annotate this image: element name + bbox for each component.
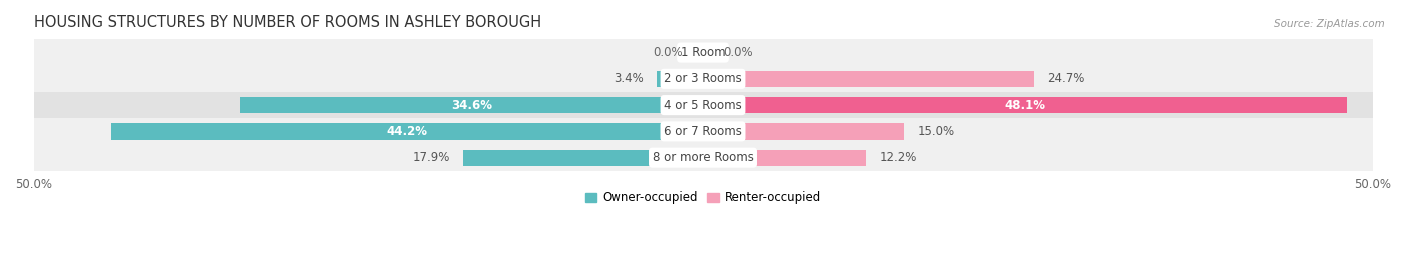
Bar — [34, 66, 1372, 92]
Text: 24.7%: 24.7% — [1047, 72, 1084, 85]
Text: HOUSING STRUCTURES BY NUMBER OF ROOMS IN ASHLEY BOROUGH: HOUSING STRUCTURES BY NUMBER OF ROOMS IN… — [34, 15, 541, 30]
Legend: Owner-occupied, Renter-occupied: Owner-occupied, Renter-occupied — [579, 187, 827, 209]
Bar — [34, 92, 1372, 118]
Text: 3.4%: 3.4% — [614, 72, 644, 85]
Bar — [464, 150, 703, 166]
Bar — [239, 97, 703, 113]
Bar — [111, 123, 703, 140]
Text: 12.2%: 12.2% — [880, 151, 917, 164]
Text: 1 Room: 1 Room — [681, 46, 725, 59]
Text: 8 or more Rooms: 8 or more Rooms — [652, 151, 754, 164]
Text: 2 or 3 Rooms: 2 or 3 Rooms — [664, 72, 742, 85]
Text: 48.1%: 48.1% — [1004, 99, 1046, 112]
Bar — [34, 144, 1372, 171]
Bar — [703, 150, 866, 166]
Bar — [703, 123, 904, 140]
Text: Source: ZipAtlas.com: Source: ZipAtlas.com — [1274, 19, 1385, 29]
Text: 17.9%: 17.9% — [412, 151, 450, 164]
Text: 15.0%: 15.0% — [917, 125, 955, 138]
Text: 0.0%: 0.0% — [654, 46, 683, 59]
Text: 34.6%: 34.6% — [451, 99, 492, 112]
Bar — [703, 97, 1347, 113]
Text: 6 or 7 Rooms: 6 or 7 Rooms — [664, 125, 742, 138]
Bar — [34, 118, 1372, 144]
Text: 4 or 5 Rooms: 4 or 5 Rooms — [664, 99, 742, 112]
Bar — [34, 40, 1372, 66]
Text: 0.0%: 0.0% — [723, 46, 752, 59]
Text: 44.2%: 44.2% — [387, 125, 427, 138]
Bar — [658, 71, 703, 87]
Bar — [703, 71, 1033, 87]
